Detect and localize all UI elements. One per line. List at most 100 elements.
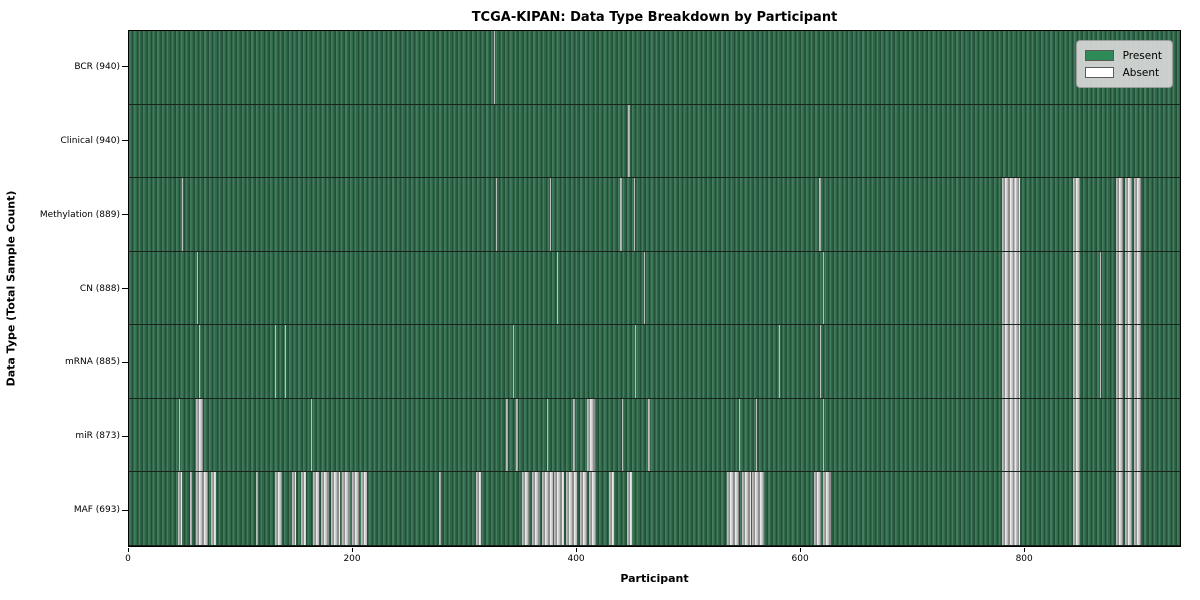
absent-stripe [189, 472, 192, 546]
absent-stripe [439, 472, 441, 546]
heatmap-row-mir [129, 398, 1180, 473]
x-tick-label: 800 [1015, 554, 1033, 564]
absent-stripe [494, 31, 496, 104]
absent-stripe [565, 472, 577, 546]
absent-stripe [609, 472, 614, 546]
absent-stripe [320, 472, 329, 546]
absent-stripe [1072, 325, 1081, 398]
absent-stripe [196, 251, 198, 325]
absent-stripe [573, 398, 575, 472]
absent-stripe [331, 472, 341, 546]
x-axis-ticks: 0 200 400 600 800 [125, 548, 1181, 570]
absent-stripe [620, 178, 622, 251]
absent-stripe [181, 178, 183, 251]
absent-stripe [1072, 178, 1081, 251]
x-tick-mark [128, 548, 129, 552]
absent-stripe [506, 398, 508, 472]
absent-stripe [819, 178, 821, 251]
absent-stripe [495, 178, 498, 251]
absent-stripe [589, 472, 596, 546]
absent-stripe [1124, 325, 1132, 398]
absent-stripe [1124, 178, 1132, 251]
absent-stripe [738, 398, 741, 472]
x-tick-label: 600 [791, 554, 809, 564]
absent-stripe [741, 472, 751, 546]
absent-stripe [628, 104, 630, 178]
absent-stripe [361, 472, 367, 546]
absent-stripe [1002, 251, 1021, 325]
absent-stripe [516, 398, 518, 472]
absent-stripe [531, 472, 541, 546]
y-tick-mark [122, 214, 128, 216]
heatmap-row-clinical [129, 104, 1180, 179]
absent-stripe [352, 472, 359, 546]
absent-stripe [546, 398, 548, 472]
absent-stripe [634, 325, 637, 398]
y-tick-mark [122, 435, 128, 437]
heatmap-row-cn [129, 251, 1180, 326]
absent-stripe [554, 472, 564, 546]
absent-stripe [1124, 251, 1132, 325]
x-tick-mark [576, 548, 578, 552]
absent-stripe [1133, 472, 1141, 546]
absent-stripe [627, 472, 632, 546]
absent-stripe [1116, 325, 1123, 398]
absent-stripe [579, 472, 588, 546]
y-tick-mark [122, 288, 128, 289]
absent-stripe [198, 325, 201, 398]
x-tick-mark [800, 548, 802, 552]
absent-stripe [274, 325, 277, 398]
y-tick-label: Clinical (940) [60, 135, 120, 146]
y-tick-mark [122, 140, 128, 142]
y-tick-label: miR (873) [75, 431, 120, 442]
absent-stripe [195, 472, 208, 546]
absent-stripe [822, 472, 831, 546]
y-tick-mark [122, 66, 128, 68]
legend-label-absent: Absent [1122, 66, 1160, 79]
absent-stripe [312, 472, 320, 546]
y-tick-label: Methylation (889) [39, 209, 120, 220]
absent-stripe [1133, 325, 1141, 398]
present-swatch-icon [1084, 50, 1114, 61]
absent-stripe [1133, 178, 1141, 251]
absent-stripe [1124, 472, 1132, 546]
y-tick-mark [122, 509, 128, 511]
absent-stripe [1116, 472, 1123, 546]
x-axis-label: Participant [620, 572, 689, 585]
absent-stripe [542, 472, 553, 546]
absent-stripe [755, 398, 757, 472]
x-tick-mark [352, 548, 354, 552]
absent-stripe [178, 398, 181, 472]
absent-stripe [819, 325, 822, 398]
absent-stripe [1002, 398, 1021, 472]
absent-stripe [1002, 178, 1021, 251]
absent-stripe [633, 178, 636, 251]
absent-stripe [1100, 325, 1102, 398]
legend: Present Absent [1075, 40, 1173, 88]
absent-stripe [1116, 178, 1123, 251]
absent-stripe [522, 472, 529, 546]
absent-stripe [549, 178, 552, 251]
y-tick-label: BCR (940) [74, 61, 120, 72]
absent-stripe [310, 398, 313, 472]
absent-stripe [195, 398, 203, 472]
heatmap-row-methylation [129, 178, 1180, 252]
chart-title: TCGA-KIPAN: Data Type Breakdown by Parti… [471, 10, 838, 25]
legend-entry-absent: Absent [1084, 64, 1162, 81]
plot-area: Present Absent [128, 30, 1181, 547]
legend-label-present: Present [1122, 49, 1162, 62]
absent-stripe [1133, 398, 1141, 472]
absent-stripe [341, 472, 351, 546]
absent-stripe [1100, 251, 1102, 325]
absent-stripe [291, 472, 297, 546]
absent-stripe [211, 472, 216, 546]
x-tick-label: 0 [125, 554, 131, 564]
legend-entry-present: Present [1084, 47, 1162, 64]
y-tick-label: mRNA (885) [65, 357, 120, 368]
absent-stripe [621, 398, 623, 472]
absent-stripe [822, 398, 825, 472]
absent-stripe [586, 398, 596, 472]
absent-stripe [178, 472, 183, 546]
absent-stripe [1116, 251, 1123, 325]
x-tick-label: 200 [343, 554, 361, 564]
